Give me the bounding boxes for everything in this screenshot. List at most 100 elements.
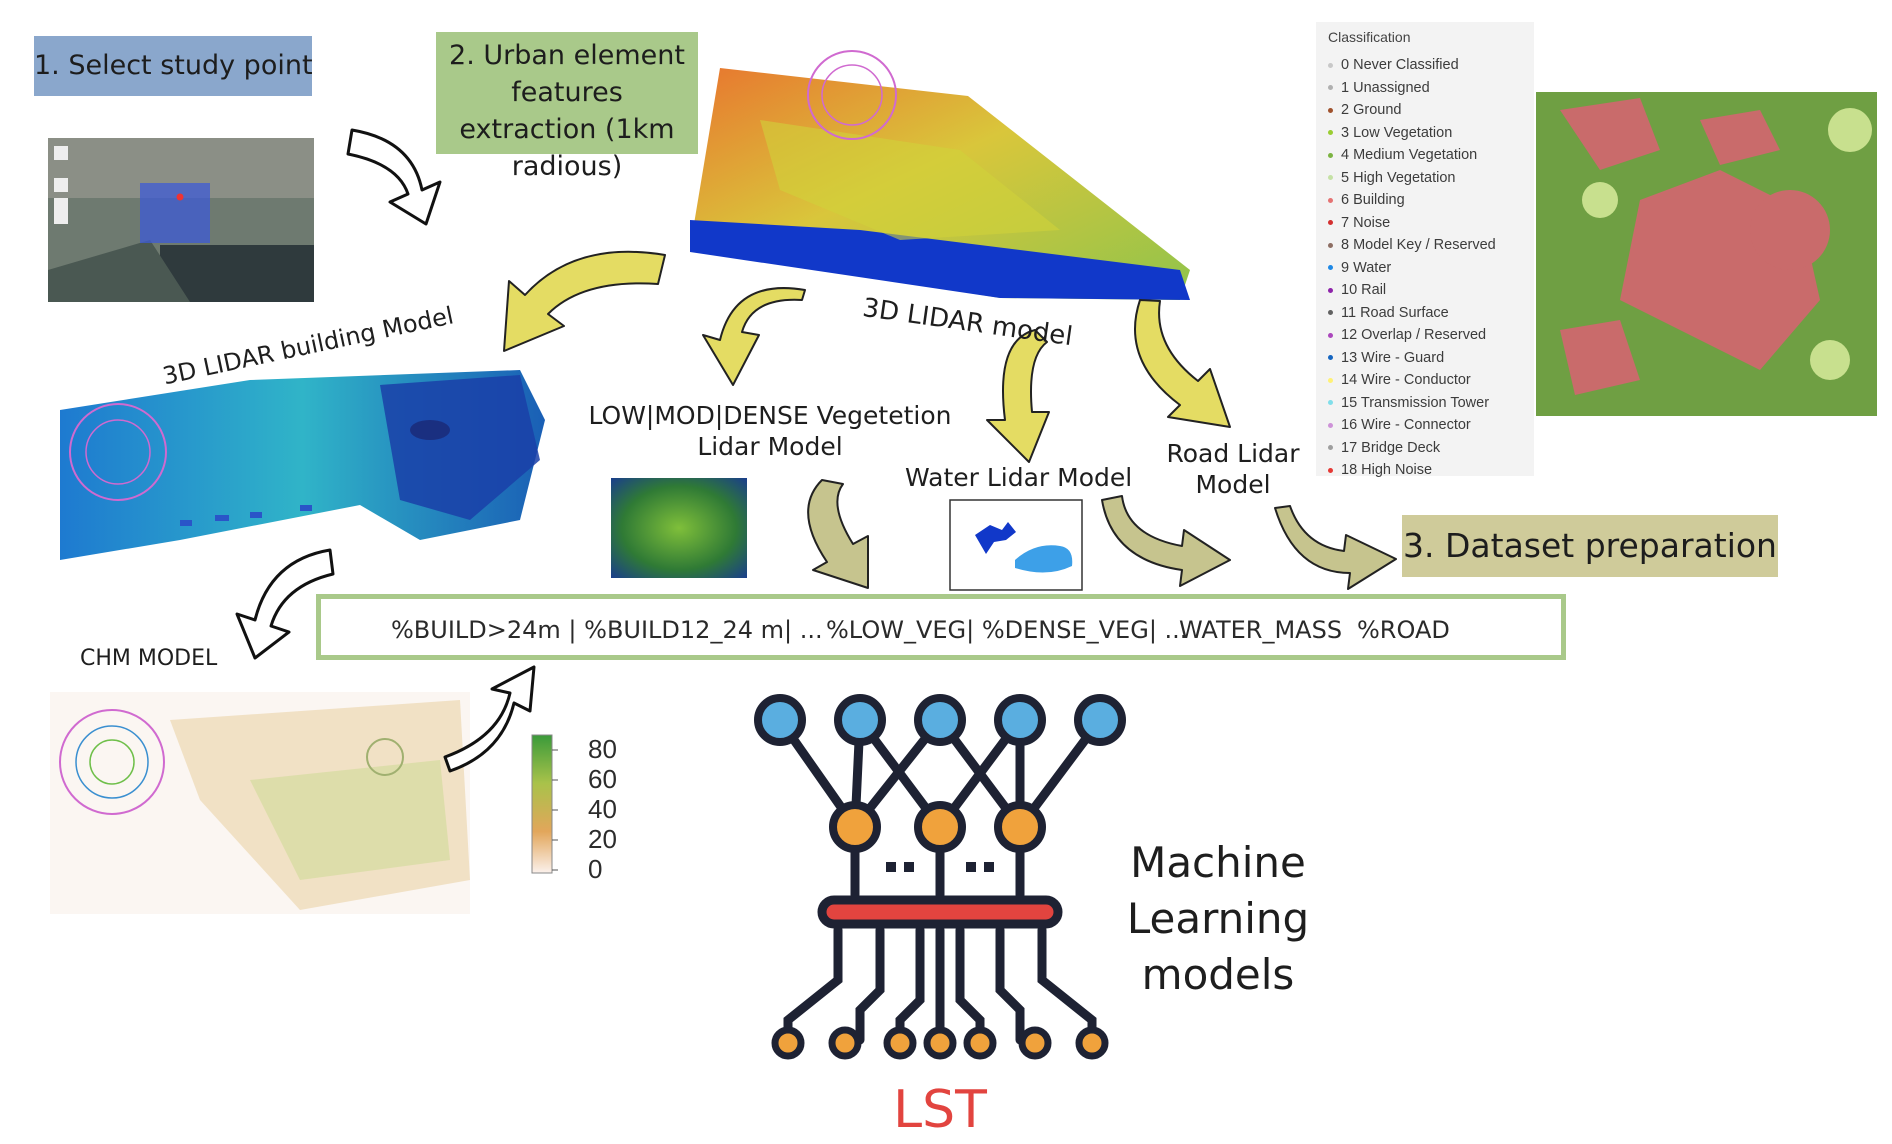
legend-item-label: 3 Low Vegetation (1341, 124, 1453, 141)
legend-item-label: 15 Transmission Tower (1341, 394, 1490, 411)
feature-water: WATER_MASS (1179, 616, 1343, 644)
arrow-vegetation-to-features (807, 479, 869, 589)
legend-color-dot (1328, 467, 1333, 473)
colorbar-tick-60: 60 (588, 764, 617, 794)
legend-item-label: 16 Wire - Connector (1341, 417, 1471, 433)
nn-input-nodes (754, 694, 1126, 746)
legend-item: 6 Building (1328, 192, 1405, 208)
legend-item: 2 Ground (1328, 102, 1401, 118)
road-model-label: Road Lidar Model (1166, 439, 1300, 500)
legend-item-label: 18 High Noise (1341, 462, 1433, 478)
legend-item-label: 17 Bridge Deck (1341, 439, 1441, 456)
legend-color-dot (1328, 400, 1333, 406)
legend-item: 0 Never Classified (1328, 57, 1459, 73)
legend-item: 13 Wire - Guard (1328, 350, 1444, 366)
feature-dataset-box: %BUILD>24m | %BUILD12_24 m| ... %LOW_VEG… (316, 594, 1566, 660)
legend-item: 3 Low Vegetation (1328, 125, 1452, 141)
nn-output-nodes (771, 1026, 1109, 1060)
colorbar-tick-80: 80 (588, 734, 617, 764)
legend-item-label: 6 Building (1341, 192, 1405, 208)
legend-item: 14 Wire - Conductor (1328, 372, 1471, 388)
legend-item-label: 12 Overlap / Reserved (1341, 327, 1487, 343)
legend-color-dot (1328, 310, 1333, 316)
legend-item-label: 8 Model Key / Reserved (1341, 237, 1496, 253)
satellite-map-image (48, 138, 314, 302)
arrow-lidar-to-water (986, 329, 1050, 463)
colorbar-tick-0: 0 (588, 854, 603, 884)
legend-item: 9 Water (1328, 260, 1391, 276)
classification-legend: Classification 0 Never Classified 1 Unass… (1316, 22, 1534, 478)
chm-colorbar (531, 734, 558, 874)
legend-color-dot (1328, 332, 1333, 338)
nn-ellipsis-dots (886, 862, 994, 872)
chm-model-image (50, 692, 470, 914)
legend-item: 8 Model Key / Reserved (1328, 237, 1496, 253)
feature-buildings: %BUILD>24m | %BUILD12_24 m| ... (391, 616, 823, 644)
legend-item: 17 Bridge Deck (1328, 440, 1440, 456)
step2-label: 2. Urban element features extraction (1k… (449, 40, 685, 182)
legend-color-dot (1328, 130, 1333, 136)
legend-item-label: 13 Wire - Guard (1341, 349, 1445, 366)
arrow-step1-to-step2 (346, 128, 442, 226)
legend-item-label: 0 Never Classified (1341, 57, 1459, 73)
legend-item-label: 4 Medium Vegetation (1341, 147, 1478, 163)
feature-road: %ROAD (1357, 616, 1450, 644)
step3-box: 3. Dataset preparation (1402, 515, 1778, 577)
legend-item: 1 Unassigned (1328, 80, 1430, 96)
lst-label: LST (893, 1080, 987, 1140)
neural-network-icon (775, 715, 1105, 1045)
legend-item: 15 Transmission Tower (1328, 395, 1489, 411)
legend-color-dot (1328, 265, 1333, 271)
nn-hidden-nodes (829, 801, 1046, 853)
legend-item-label: 5 High Vegetation (1341, 169, 1456, 186)
arrow-lidar-to-vegetation (702, 287, 806, 386)
step1-box: 1. Select study point (34, 36, 313, 96)
vegetation-model-label: LOW|MOD|DENSE Vegetetion Lidar Model (588, 401, 952, 462)
legend-color-dot (1328, 355, 1333, 361)
legend-item: 18 High Noise (1328, 462, 1432, 478)
ml-models-label: Machine Learning models (1126, 838, 1310, 999)
water-model-label: Water Lidar Model (905, 463, 1133, 492)
legend-color-dot (1328, 107, 1333, 113)
legend-color-dot (1328, 197, 1333, 203)
legend-item: 4 Medium Vegetation (1328, 147, 1477, 163)
classified-aerial-image (1536, 92, 1877, 416)
legend-item-label: 9 Water (1341, 259, 1392, 276)
legend-color-dot (1328, 85, 1333, 91)
arrow-road-to-features (1274, 505, 1397, 590)
step3-label: 3. Dataset preparation (1403, 526, 1777, 565)
arrow-building-to-chm (235, 548, 335, 660)
colorbar-tick-20: 20 (588, 824, 617, 854)
legend-item-label: 10 Rail (1341, 282, 1387, 298)
step1-label: 1. Select study point (34, 50, 313, 81)
feature-vegetation: %LOW_VEG| %DENSE_VEG| ... (826, 616, 1188, 644)
legend-color-dot (1328, 445, 1333, 451)
arrow-lidar-to-building (503, 250, 666, 352)
legend-color-dot (1328, 287, 1333, 293)
legend-color-dot (1328, 422, 1333, 428)
lidar-3d-model-image (690, 50, 1190, 300)
lidar-building-model-image (60, 370, 545, 560)
legend-color-dot (1328, 377, 1333, 383)
legend-item-label: 7 Noise (1341, 214, 1391, 231)
colorbar-tick-40: 40 (588, 794, 617, 824)
arrow-lidar-to-road (1134, 299, 1231, 428)
legend-color-dot (1328, 175, 1333, 181)
legend-item: 16 Wire - Connector (1328, 417, 1471, 433)
legend-item: 11 Road Surface (1328, 305, 1449, 321)
step2-box: 2. Urban element features extraction (1k… (436, 32, 698, 182)
vegetation-image (611, 478, 747, 578)
arrow-chm-to-features (443, 665, 536, 773)
legend-item-label: 2 Ground (1341, 102, 1402, 118)
legend-item-label: 14 Wire - Conductor (1341, 372, 1471, 388)
chm-model-label: CHM MODEL (80, 646, 218, 671)
legend-item: 7 Noise (1328, 215, 1390, 231)
legend-item: 10 Rail (1328, 282, 1386, 298)
arrow-water-to-features (1101, 495, 1231, 587)
legend-title: Classification (1328, 29, 1411, 45)
legend-item: 5 High Vegetation (1328, 170, 1455, 186)
legend-color-dot (1328, 220, 1333, 226)
legend-color-dot (1328, 62, 1333, 68)
legend-item-label: 1 Unassigned (1341, 79, 1430, 96)
